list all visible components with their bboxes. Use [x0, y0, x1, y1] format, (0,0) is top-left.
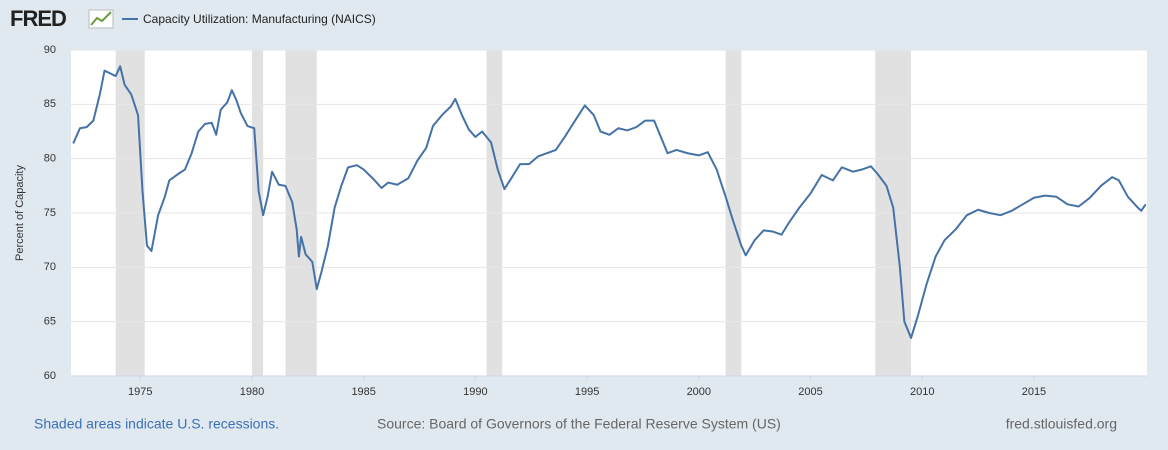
- footer-source: Source: Board of Governors of the Federa…: [377, 416, 781, 432]
- y-tick-label: 65: [44, 316, 56, 328]
- footer-site: fred.stlouisfed.org: [1006, 416, 1117, 432]
- y-tick-label: 90: [44, 44, 56, 56]
- x-tick-label: 1990: [463, 386, 487, 398]
- y-tick-label: 60: [44, 370, 56, 382]
- data-line: [72, 65, 1147, 339]
- x-tick-label: 2005: [798, 386, 822, 398]
- y-axis-label: Percent of Capacity: [14, 165, 26, 261]
- x-tick-label: 1995: [575, 386, 599, 398]
- logo-icon: [88, 9, 114, 29]
- footer-note: Shaded areas indicate U.S. recessions.: [34, 416, 279, 432]
- x-tick-label: 1985: [351, 386, 375, 398]
- y-tick-label: 75: [44, 207, 56, 219]
- x-tick-label: 1980: [240, 386, 264, 398]
- x-tick-label: 2015: [1022, 386, 1046, 398]
- y-tick-label: 80: [44, 153, 56, 165]
- logo: FRED: [10, 6, 66, 31]
- y-tick-label: 70: [44, 261, 56, 273]
- y-tick-label: 85: [44, 98, 56, 110]
- legend-label: Capacity Utilization: Manufacturing (NAI…: [143, 12, 376, 26]
- x-tick-label: 2010: [910, 386, 934, 398]
- x-tick-label: 2000: [687, 386, 711, 398]
- x-tick-label: 1975: [128, 386, 152, 398]
